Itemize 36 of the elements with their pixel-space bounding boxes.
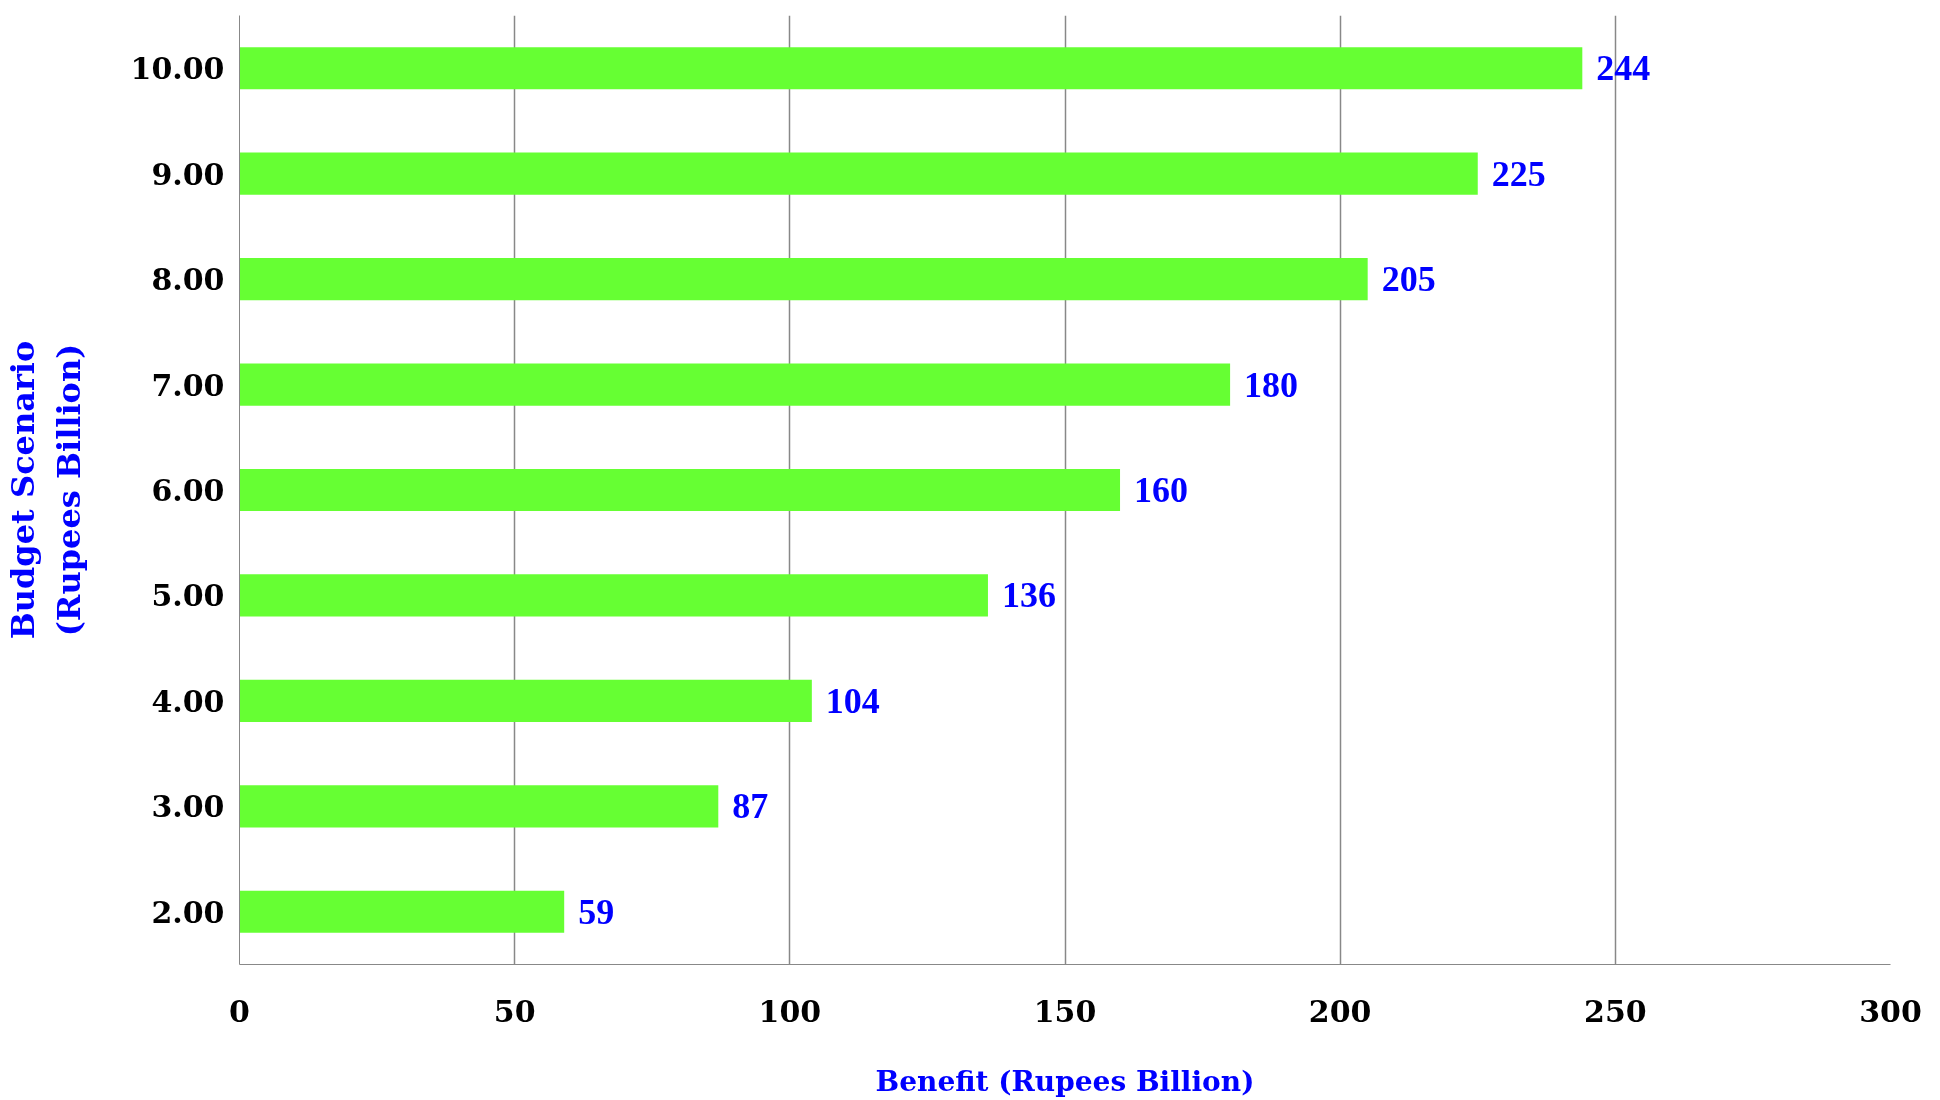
bar bbox=[239, 468, 1121, 512]
y-tick-label: 9.00 bbox=[151, 156, 225, 192]
bar bbox=[239, 890, 565, 933]
x-axis-title: Benefit (Rupees Billion) bbox=[875, 1064, 1255, 1098]
bar bbox=[239, 785, 719, 828]
y-tick-label: 4.00 bbox=[151, 683, 225, 719]
x-tick-label: 50 bbox=[493, 993, 536, 1029]
data-label: 205 bbox=[1381, 259, 1436, 300]
bar bbox=[239, 47, 1583, 90]
bar bbox=[239, 152, 1478, 195]
bar bbox=[239, 679, 812, 722]
bar bbox=[239, 258, 1368, 301]
y-axis-title: Budget Scenario (Rupees Billion) bbox=[3, 340, 88, 640]
y-tick-label: 3.00 bbox=[151, 789, 225, 825]
data-label: 244 bbox=[1596, 48, 1651, 89]
bar bbox=[239, 574, 988, 617]
data-label: 136 bbox=[1001, 575, 1056, 616]
x-tick-label: 200 bbox=[1308, 993, 1372, 1029]
y-tick-label: 10.00 bbox=[130, 51, 225, 87]
x-tick-label: 150 bbox=[1033, 993, 1097, 1029]
data-label: 160 bbox=[1134, 470, 1189, 510]
y-tick-label: 7.00 bbox=[151, 367, 225, 403]
y-tick-label: 8.00 bbox=[151, 262, 225, 298]
x-tick-label: 250 bbox=[1584, 993, 1647, 1029]
data-label: 180 bbox=[1244, 364, 1299, 405]
data-label: 59 bbox=[578, 891, 615, 932]
data-label: 87 bbox=[732, 786, 769, 827]
data-label: 225 bbox=[1491, 153, 1546, 194]
x-tick-label: 0 bbox=[229, 993, 250, 1029]
bar bbox=[239, 363, 1231, 406]
x-tick-label: 100 bbox=[758, 993, 822, 1029]
y-tick-label: 6.00 bbox=[151, 473, 225, 508]
x-tick-label: 300 bbox=[1859, 993, 1922, 1029]
y-tick-label: 2.00 bbox=[151, 894, 225, 930]
data-label: 104 bbox=[825, 680, 880, 721]
y-tick-label: 5.00 bbox=[151, 578, 225, 614]
